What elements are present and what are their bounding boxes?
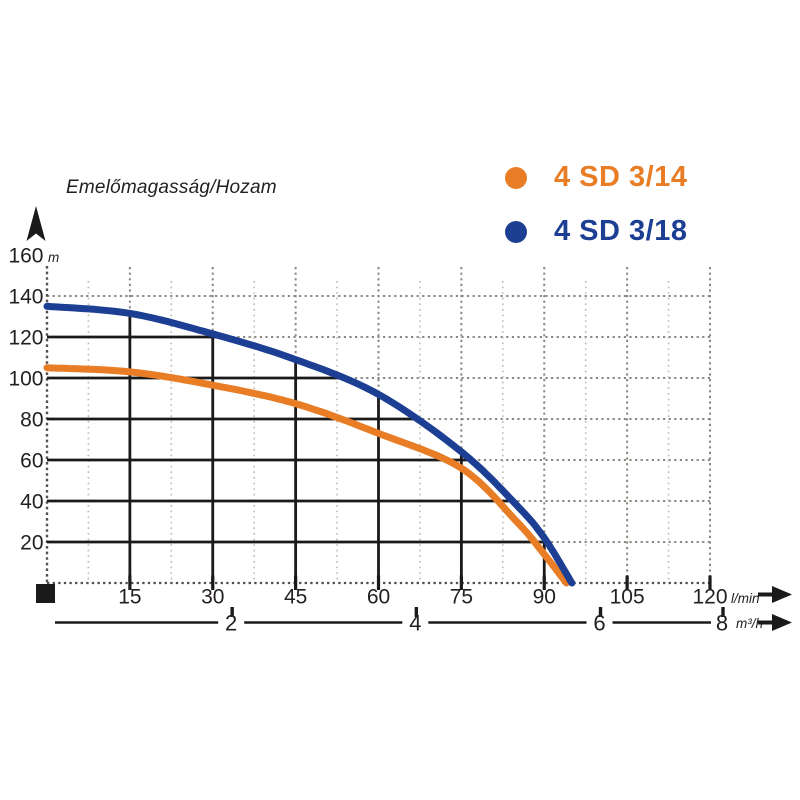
- y-tick-label: 120: [8, 327, 43, 350]
- legend-item: 4 SD 3/18: [505, 215, 687, 248]
- y-axis-unit: m: [48, 250, 59, 265]
- x-tick-label: 45: [284, 586, 307, 609]
- curve-4sd318: [43, 302, 576, 587]
- x2-axis-unit: m³/h: [736, 616, 763, 631]
- y-tick-label: 140: [8, 286, 43, 309]
- legend-item: 4 SD 3/14: [505, 161, 687, 194]
- x-tick-label: 60: [367, 586, 390, 609]
- x-tick-label: 120: [692, 586, 727, 609]
- y-tick-label: 60: [20, 450, 43, 473]
- y-tick-label: 160: [8, 245, 43, 268]
- y-tick-label: 20: [20, 532, 43, 555]
- up-arrow-icon: [26, 206, 46, 241]
- x2-tick-label: 6: [593, 611, 605, 636]
- origin-square-icon: [36, 584, 55, 603]
- series-dot-icon: [505, 166, 527, 189]
- y-tick-label: 100: [8, 368, 43, 391]
- x2-tick-label: 8: [716, 611, 728, 636]
- x-tick-label: 105: [610, 586, 645, 609]
- curve-4sd314: [43, 364, 570, 587]
- legend-item-label: 4 SD 3/14: [554, 161, 688, 193]
- chart-title: Emelőmagasság/Hozam: [66, 177, 277, 198]
- x-tick-label: 15: [118, 586, 141, 609]
- x-axis-labels: 15 30 45 60 75 90 105 120 l/min: [118, 586, 759, 609]
- y-tick-label: 80: [20, 409, 43, 432]
- series-dot-icon: [505, 220, 527, 243]
- x2-axis: 2 4 6 8 m³/h: [55, 607, 763, 636]
- legend: 4 SD 3/14 4 SD 3/18: [505, 161, 687, 269]
- y-tick-label: 40: [20, 491, 43, 514]
- x2-tick-label: 4: [409, 611, 421, 636]
- x-tick-label: 75: [450, 586, 473, 609]
- right-arrow-icon: [758, 586, 792, 603]
- x2-tick-label: 2: [225, 611, 237, 636]
- x-tick-label: 30: [201, 586, 224, 609]
- x-axis-ticks: [128, 575, 712, 590]
- legend-item-label: 4 SD 3/18: [554, 215, 688, 247]
- right-arrow-icon: [758, 614, 792, 631]
- solid-grid: [47, 306, 572, 583]
- y-axis-labels: 160 140 120 100 80 60 40 20 m: [8, 245, 59, 555]
- x-axis-unit: l/min: [731, 591, 760, 606]
- x-tick-label: 90: [533, 586, 556, 609]
